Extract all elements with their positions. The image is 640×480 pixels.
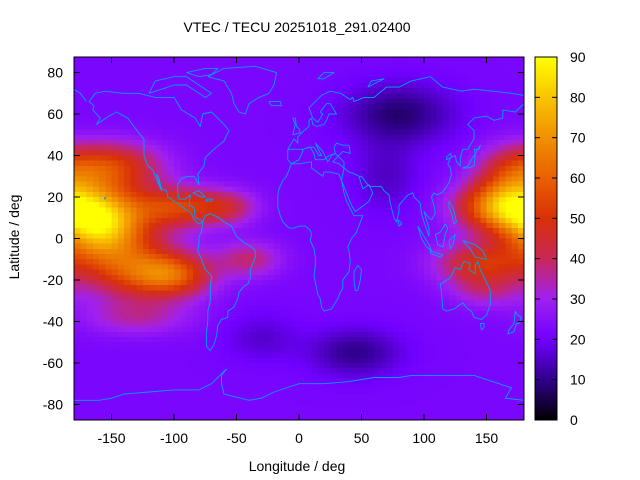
coastline-2 — [207, 65, 277, 115]
coastline-15 — [448, 233, 456, 250]
coastline-1 — [197, 213, 256, 351]
coastline-8 — [268, 101, 282, 107]
colorbar-tick-label: 90 — [570, 49, 586, 65]
colorbar-tick-label: 80 — [570, 89, 586, 105]
coastline-7 — [292, 117, 301, 136]
coastline-28 — [206, 198, 214, 202]
coastline-9 — [341, 167, 374, 212]
colorbar-tick-label: 50 — [570, 210, 586, 226]
chart-title: VTEC / TECU 20251018_291.02400 — [183, 19, 410, 35]
y-tick-label: 60 — [47, 106, 63, 122]
vtec-heatmap-canvas — [74, 57, 524, 420]
coastline-23 — [367, 78, 385, 88]
x-tick-label: -50 — [226, 430, 246, 446]
coastline-0 — [88, 90, 230, 225]
colorbar-tick-label: 40 — [570, 251, 586, 267]
plot-border — [73, 56, 525, 421]
coastline-17 — [448, 200, 457, 225]
coastline-3 — [277, 161, 364, 312]
colorbar-tick-label: 10 — [570, 372, 586, 388]
y-tick-label: 20 — [47, 189, 63, 205]
coastline-20 — [507, 310, 522, 335]
coastline-14 — [429, 250, 444, 258]
y-tick-label: 40 — [47, 148, 63, 164]
coastline-26 — [186, 67, 219, 78]
y-axis-label: Latitude / deg — [6, 195, 22, 280]
colorbar-tick-label: 60 — [570, 170, 586, 186]
colorbar-border — [534, 56, 558, 421]
plot-frame — [73, 56, 558, 421]
x-axis-label: Longitude / deg — [249, 458, 346, 474]
x-tick-label: 150 — [475, 430, 499, 446]
y-tick-label: -40 — [43, 313, 63, 329]
x-tick-label: 100 — [412, 430, 436, 446]
colorbar-tick-label: 0 — [570, 412, 578, 428]
x-tick-label: -150 — [97, 430, 125, 446]
coastline-11 — [462, 144, 481, 169]
colorbar-tick-label: 30 — [570, 291, 586, 307]
coastlines — [73, 65, 525, 401]
colorbar-ticks: 0 10 20 30 40 50 60 70 80 90 — [535, 49, 586, 428]
coastline-30 — [397, 219, 402, 227]
y-tick-label: 0 — [55, 231, 63, 247]
coastline-13 — [434, 223, 449, 248]
colorbar-tick-label: 20 — [570, 331, 586, 347]
x-tick-label: 50 — [354, 430, 370, 446]
y-tick-label: 80 — [47, 65, 63, 81]
y-tick-label: -20 — [43, 272, 63, 288]
coastline-5 — [287, 142, 351, 169]
coastline-16 — [462, 240, 487, 260]
coastline-22 — [73, 88, 87, 102]
coastline-24 — [317, 72, 335, 80]
y-axis-ticks: -80 -60 -40 -20 0 20 40 60 80 — [43, 65, 524, 412]
coastline-25 — [148, 76, 212, 98]
coastline-29 — [103, 196, 106, 200]
coastline-18 — [439, 260, 491, 320]
coastline-4 — [353, 265, 362, 291]
coastline-27 — [192, 190, 206, 198]
x-axis-ticks: -150 -100 -50 0 50 100 150 — [97, 57, 498, 446]
y-tick-label: -60 — [43, 355, 63, 371]
colorbar-tick-label: 70 — [570, 130, 586, 146]
x-tick-label: 0 — [295, 430, 303, 446]
coastline-19 — [479, 323, 485, 331]
y-tick-label: -80 — [43, 396, 63, 412]
coastline-10 — [359, 103, 525, 237]
coastline-6 — [287, 76, 525, 150]
coastline-21 — [74, 368, 525, 401]
x-tick-label: -100 — [160, 430, 188, 446]
colorbar-gradient — [535, 57, 557, 420]
